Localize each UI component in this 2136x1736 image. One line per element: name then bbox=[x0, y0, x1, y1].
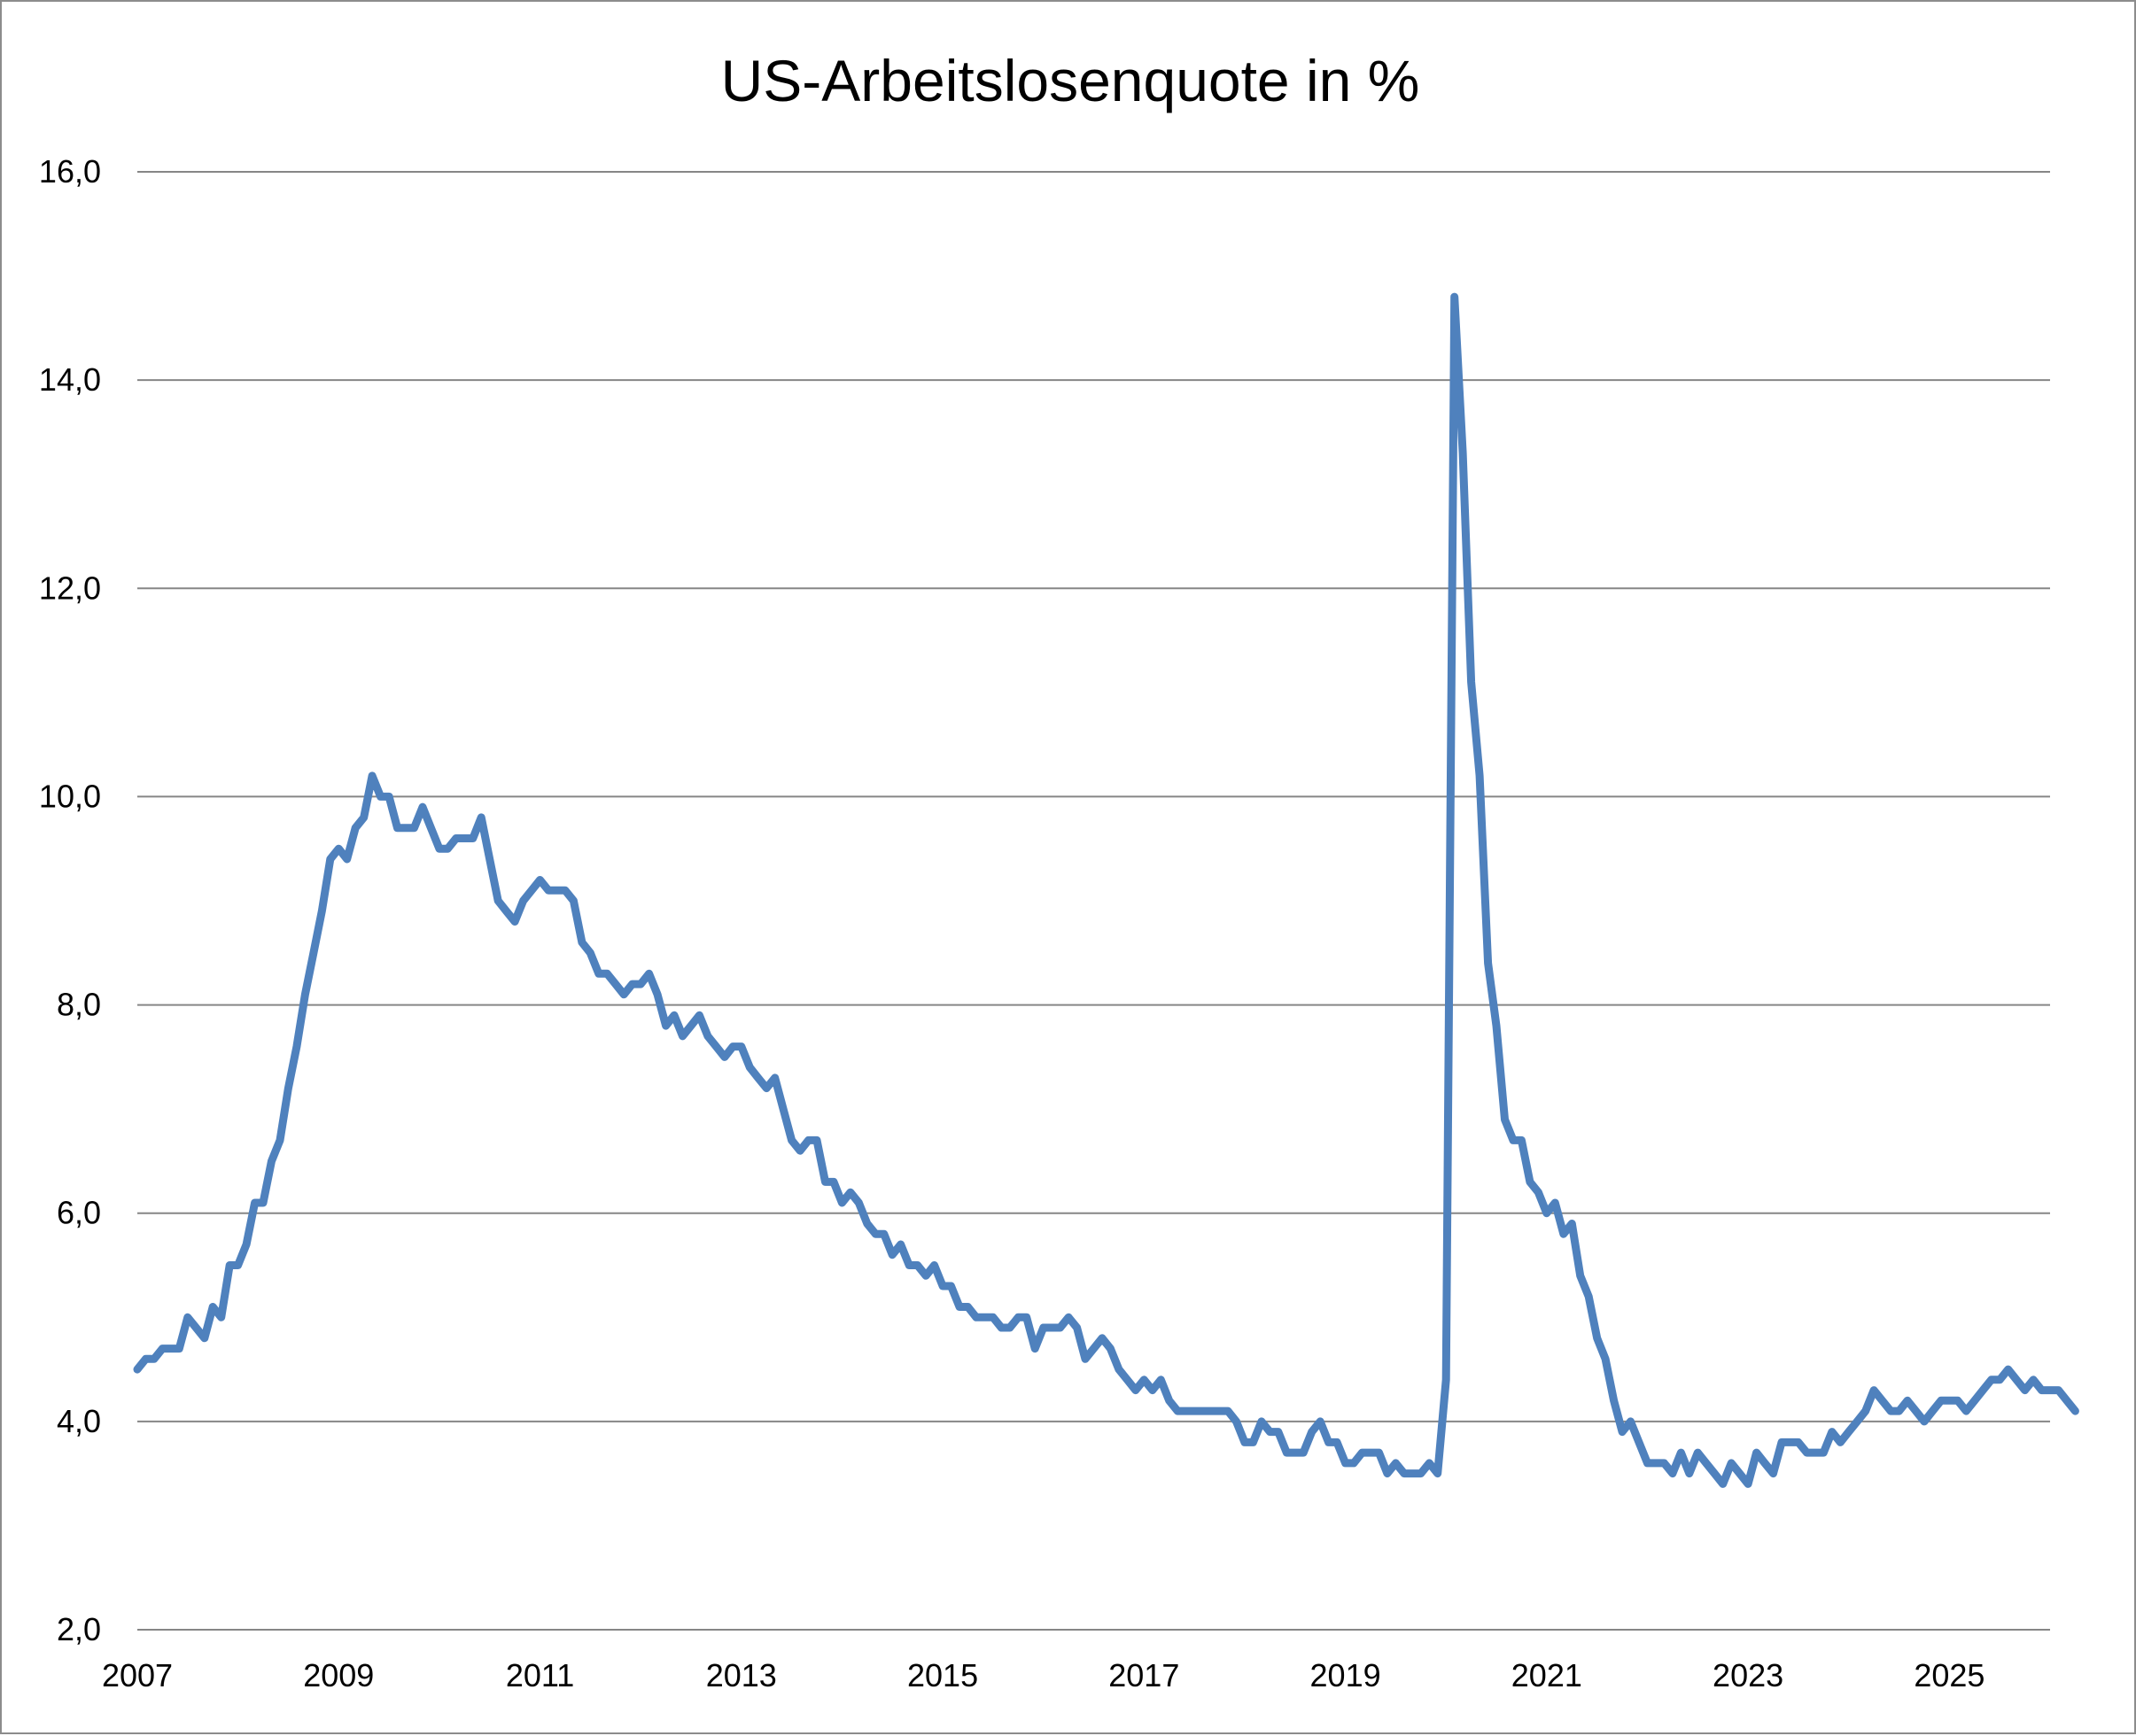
x-tick-label: 2023 bbox=[1713, 1657, 1783, 1693]
chart-title: US-Arbeitslosenquote in % bbox=[721, 48, 1420, 113]
series-layer bbox=[133, 292, 2079, 1488]
y-tick-label: 10,0 bbox=[39, 778, 101, 814]
x-tick-label: 2021 bbox=[1511, 1657, 1582, 1693]
y-tick-label: 14,0 bbox=[39, 361, 101, 398]
series-line-unemployment-rate bbox=[133, 292, 2079, 1488]
x-tick-label: 2015 bbox=[907, 1657, 978, 1693]
x-tick-label: 2017 bbox=[1108, 1657, 1179, 1693]
y-tick-label: 6,0 bbox=[57, 1195, 101, 1231]
y-tick-label: 16,0 bbox=[39, 153, 101, 190]
y-tick-label: 2,0 bbox=[57, 1611, 101, 1647]
x-tick-label: 2007 bbox=[102, 1657, 173, 1693]
x-tick-label: 2019 bbox=[1310, 1657, 1381, 1693]
y-axis-tick-labels: 2,0 4,0 6,0 8,0 10,0 12,0 14,0 16,0 bbox=[39, 153, 101, 1647]
y-tick-label: 4,0 bbox=[57, 1403, 101, 1439]
y-tick-label: 8,0 bbox=[57, 987, 101, 1023]
x-tick-label: 2011 bbox=[506, 1657, 574, 1693]
gridlines bbox=[137, 171, 2050, 1631]
x-axis-tick-labels: 2007 2009 2011 2013 2015 2017 2019 2021 2023 2025 bbox=[102, 1657, 1985, 1693]
x-tick-label: 2013 bbox=[706, 1657, 777, 1693]
x-tick-label: 2009 bbox=[303, 1657, 374, 1693]
x-tick-label: 2025 bbox=[1914, 1657, 1985, 1693]
y-tick-label: 12,0 bbox=[39, 570, 101, 606]
